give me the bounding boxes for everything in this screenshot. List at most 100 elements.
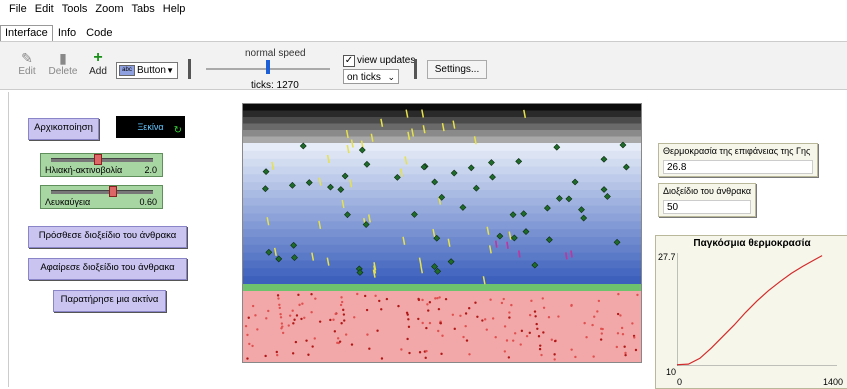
heat-dot [426,303,429,306]
heat-dot [485,328,488,331]
speed-slider-thumb[interactable] [266,60,270,74]
heat-dot [538,347,542,351]
delete-button[interactable]: ▮ Delete [48,50,78,77]
heat-dot [365,308,369,312]
heat-dot [557,315,560,318]
slider-thumb[interactable] [94,154,103,165]
heat-dot [318,320,322,323]
menu-file[interactable]: File [9,3,27,15]
heat-dot [623,345,626,348]
tab-interface[interactable]: Interface [0,25,53,41]
setup-button[interactable]: Αρχικοποίηση [28,118,99,140]
sun-ray [405,109,409,118]
heat-dot [342,313,346,316]
menu-tools[interactable]: Tools [61,3,88,15]
monitor-label: Θερμοκρασία της επιφάνειας της Γης [663,146,811,156]
sun-ray [402,236,406,245]
heat-dot [601,327,604,331]
sun-ray [311,252,315,261]
tab-bar: Interface Info Code [0,25,117,41]
heat-dot [636,293,639,297]
heat-dot [278,306,281,310]
sun-ray [346,144,350,154]
heat-dot [440,352,443,356]
world-view[interactable] [242,103,642,363]
heat-dot [307,353,310,356]
atmosphere-band [243,229,641,238]
heat-dot [525,334,529,338]
edit-button[interactable]: ✎ Edit [12,50,42,77]
heat-dot [593,315,596,318]
heat-dot [332,318,335,321]
albedo-slider[interactable]: Λευκαύγεια 0.60 [40,185,163,209]
heat-dot [583,321,586,325]
heat-dot [503,350,507,353]
heat-dot [542,331,545,334]
sun-ray [447,238,451,247]
heat-dot [356,292,359,296]
co2-molecule [431,178,439,186]
sun-ray [380,118,384,127]
heat-dot [508,311,511,314]
heat-dot [340,322,343,325]
heat-dot [244,324,248,328]
sun-ray [508,231,512,240]
co2-molecule [613,238,621,246]
atmosphere-band [243,237,641,246]
heat-dot [437,329,440,333]
forever-icon: ↻ [173,125,182,136]
heat-dot [427,309,430,312]
global-temperature-plot: Παγκόσμια θερμοκρασία 27.7 10 0 1400 [655,235,847,389]
heat-dot [533,310,537,313]
heat-dot [368,347,371,350]
heat-dot [481,319,484,322]
widget-type-select[interactable]: abc Button ▼ [116,62,178,79]
update-mode-value: on ticks [347,72,381,83]
add-button[interactable]: + Add [83,50,113,78]
heat-dot [251,304,255,308]
co2-molecule [578,206,585,214]
heat-dot [528,313,532,317]
view-updates-checkbox[interactable]: ✓ [343,55,355,67]
heat-dot [294,340,298,344]
menu-help[interactable]: Help [162,3,186,15]
co2-molecule [520,210,528,218]
go-button[interactable]: Ξεκίνα ↻ [116,116,185,138]
menu-zoom[interactable]: Zoom [95,3,124,15]
heat-dot [631,322,634,325]
heat-dot [617,292,620,296]
y-max-label: 27.7 [658,252,676,262]
menu-tabs[interactable]: Tabs [131,3,155,15]
infrared-ray [570,250,573,258]
infrared-ray [518,250,521,258]
co2-molecule [600,186,608,193]
heat-dot [615,345,619,349]
add-label: Add [89,66,107,77]
heat-dot [621,333,625,336]
toolbar: ✎ Edit ▮ Delete + Add abc Button ▼ normal… [0,41,847,91]
sun-ray [486,226,490,235]
co2-molecule [571,178,579,186]
heat-dot [287,324,290,327]
settings-button[interactable]: Settings... [427,60,487,79]
heat-dot [295,314,299,317]
heat-dot [333,330,337,333]
menu-edit[interactable]: Edit [34,3,54,15]
heat-dot [254,314,257,317]
heat-dot [425,326,428,330]
remove-co2-button[interactable]: Αφαίρεσε διοξείδιο του άνθρακα [28,258,187,280]
watch-ray-button[interactable]: Παρατήρησε μια ακτίνα [53,290,166,312]
sun-ray [404,156,408,165]
heat-dot [278,303,281,306]
slider-value: 0.60 [139,197,157,207]
heat-dot [464,312,468,315]
slider-thumb[interactable] [108,186,117,197]
sun-brightness-slider[interactable]: Ηλιακή-ακτινοβολία 2.0 [40,153,163,177]
heat-dot [378,299,381,303]
co2-molecule [510,234,518,242]
tab-info[interactable]: Info [57,27,77,39]
add-co2-button[interactable]: Πρόσθεσε διοξείδιο του άνθρακα [28,226,187,248]
update-mode-select[interactable]: on ticks ⌄ [343,69,399,84]
heat-dot [592,355,595,358]
tab-code[interactable]: Code [86,27,113,39]
